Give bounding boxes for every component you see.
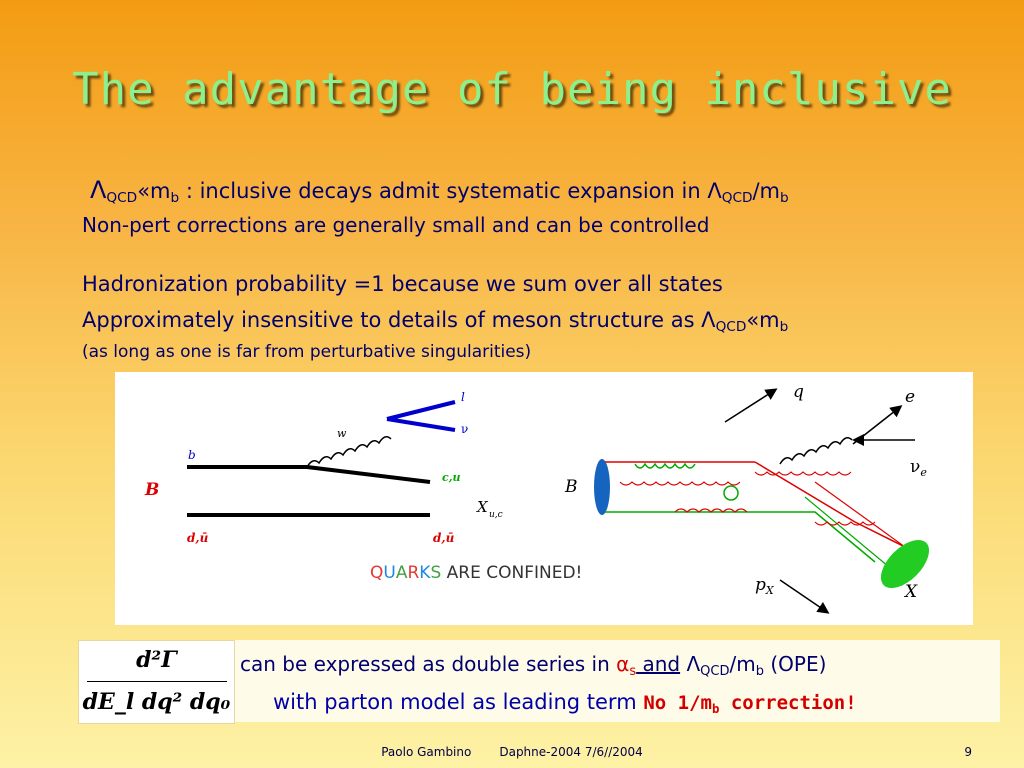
p-label: pX — [755, 575, 775, 597]
letter-a: A — [396, 563, 408, 583]
svg-text:QUARKS ARE CONFINED!: QUARKS ARE CONFINED! — [370, 563, 582, 583]
lambda-symbol: Λ — [90, 176, 107, 204]
neutrino-label: ν — [461, 422, 468, 436]
formula-numerator: d²Γ — [136, 647, 177, 673]
letter-q: Q — [370, 563, 383, 583]
letter-r: R — [407, 563, 419, 583]
e-label: e — [905, 387, 915, 407]
bullet-singularities-note: (as long as one is far from perturbative… — [82, 342, 532, 362]
du-antiquark-left-label: d,ū — [187, 531, 209, 545]
fraction-bar — [87, 681, 227, 682]
bullet-hadronization: Hadronization probability =1 because we … — [82, 272, 723, 296]
double-series-line: can be expressed as double series in αs … — [240, 652, 827, 679]
X-state-label: X — [476, 498, 489, 516]
bullet-nonpert: Non-pert corrections are generally small… — [82, 213, 710, 237]
du-antiquark-right-label: d,ū — [433, 531, 455, 545]
footer-author: Paolo Gambino — [381, 745, 472, 759]
slide-title: The advantage of being inclusive — [72, 64, 952, 115]
alpha-s-symbol: α — [616, 652, 630, 676]
cu-quark-label: c,u — [442, 471, 461, 484]
letter-s: S — [430, 563, 441, 583]
B-meson-label: B — [144, 480, 159, 500]
bullet-insensitive: Approximately insensitive to details of … — [82, 308, 789, 335]
diagram-svg: b B w l ν c,u d,ū d,ū X u,c QUARKS ARE C… — [144, 382, 930, 614]
bullet-lambda-expansion: ΛQCD«mb : inclusive decays admit systema… — [90, 176, 789, 206]
feynman-diagram-figure: b B w l ν c,u d,ū d,ū X u,c QUARKS ARE C… — [115, 372, 973, 625]
X-right-label: X — [903, 582, 918, 602]
X-subscript-label: u,c — [489, 510, 503, 520]
differential-rate-formula: d²Γ dE_l dq² dq₀ — [78, 640, 235, 724]
q-momentum-label: q — [793, 382, 804, 402]
parton-model-line: with parton model as leading term No 1/m… — [273, 690, 857, 716]
b-quark-label: b — [188, 448, 196, 462]
qcd-radiation-diagram: q e νe B pX X — [564, 382, 930, 614]
slide-footer: Paolo Gambino Daphne-2004 7/6//2004 — [0, 745, 1024, 759]
letter-u: U — [383, 563, 395, 583]
formula-explanation: can be expressed as double series in αs … — [235, 640, 1000, 722]
quarks-confined-caption: QUARKS ARE CONFINED! — [370, 563, 582, 583]
tree-level-diagram: b B w l ν c,u d,ū d,ū X u,c — [144, 390, 503, 545]
no-correction-highlight: No 1/mb correction! — [643, 692, 857, 716]
footer-conference: Daphne-2004 7/6//2004 — [499, 745, 643, 759]
nu-e-label: νe — [910, 457, 927, 479]
are-confined-text: ARE CONFINED! — [441, 563, 582, 583]
lepton-label: l — [461, 390, 465, 404]
B-right-label: B — [564, 477, 578, 497]
page-number: 9 — [964, 745, 972, 759]
letter-k: K — [419, 563, 431, 583]
w-boson-label: w — [337, 427, 347, 440]
formula-denominator: dE_l dq² dq₀ — [82, 689, 231, 715]
